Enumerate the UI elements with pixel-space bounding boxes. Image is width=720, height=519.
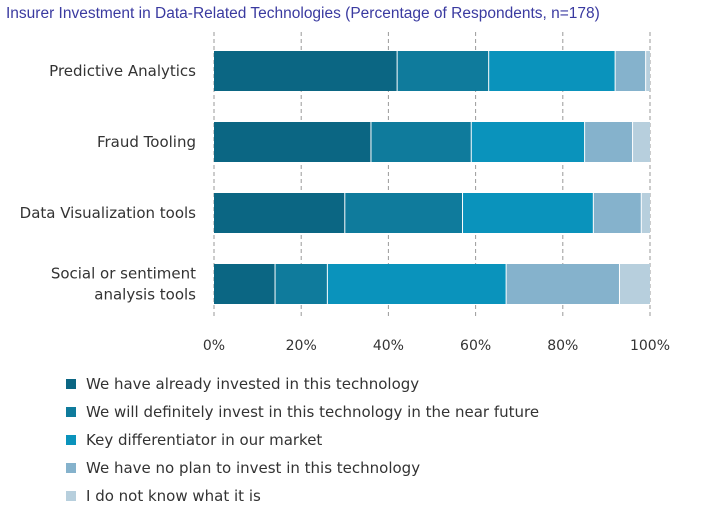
x-tick-label-0: 0%: [203, 338, 225, 354]
bar-segment-0-2: [488, 51, 616, 91]
category-label-2: Data Visualization tools: [20, 204, 197, 222]
bar-segment-2-4: [641, 193, 650, 233]
bar-segment-3-3: [506, 264, 620, 304]
legend-label-1: We will definitely invest in this techno…: [86, 403, 540, 421]
stacked-bar-chart: Predictive Analytics Fraud Tooling Data Vi…: [20, 32, 670, 354]
bar-segment-0-4: [645, 51, 650, 91]
legend-item-2: Key differentiator in our market: [66, 426, 539, 454]
legend-label-3: We have no plan to invest in this techno…: [86, 459, 421, 477]
bar-segment-2-3: [593, 193, 642, 233]
bar-segment-2-0: [214, 193, 345, 233]
bar-segment-3-2: [327, 264, 507, 304]
bar-segment-0-3: [615, 51, 646, 91]
legend-label-4: I do not know what it is: [86, 487, 261, 505]
legend-swatch-1: [66, 407, 76, 417]
chart-legend: We have already invested in this technol…: [66, 370, 539, 510]
legend-swatch-0: [66, 379, 76, 389]
bar-segment-3-1: [275, 264, 328, 304]
x-tick-label-3: 60%: [460, 338, 491, 354]
bar-segment-1-0: [214, 122, 371, 162]
x-tick-label-5: 100%: [630, 338, 670, 354]
bar-segment-0-1: [397, 51, 489, 91]
bar-segment-1-2: [471, 122, 585, 162]
x-tick-label-2: 40%: [373, 338, 404, 354]
legend-label-0: We have already invested in this technol…: [86, 375, 420, 393]
legend-item-0: We have already invested in this technol…: [66, 370, 539, 398]
category-label-3-line-1: analysis tools: [94, 286, 196, 304]
bar-segment-1-1: [370, 122, 472, 162]
category-label-1: Fraud Tooling: [97, 133, 196, 151]
bar-segment-3-0: [214, 264, 276, 304]
category-label-3-line-0: Social or sentiment: [51, 265, 196, 283]
x-tick-label-1: 20%: [286, 338, 317, 354]
bar-segment-1-3: [584, 122, 633, 162]
legend-swatch-3: [66, 463, 76, 473]
bar-segment-2-1: [344, 193, 463, 233]
legend-label-2: Key differentiator in our market: [86, 431, 323, 449]
legend-item-1: We will definitely invest in this techno…: [66, 398, 539, 426]
category-label-0: Predictive Analytics: [49, 62, 196, 80]
bar-segment-2-2: [462, 193, 594, 233]
bar-segment-3-4: [619, 264, 650, 304]
legend-swatch-4: [66, 491, 76, 501]
legend-item-3: We have no plan to invest in this techno…: [66, 454, 539, 482]
bar-segment-1-4: [632, 122, 650, 162]
chart-title: Insurer Investment in Data-Related Techn…: [6, 5, 600, 22]
bar-segment-0-0: [214, 51, 398, 91]
legend-item-4: I do not know what it is: [66, 482, 539, 510]
legend-swatch-2: [66, 435, 76, 445]
x-tick-label-4: 80%: [547, 338, 578, 354]
